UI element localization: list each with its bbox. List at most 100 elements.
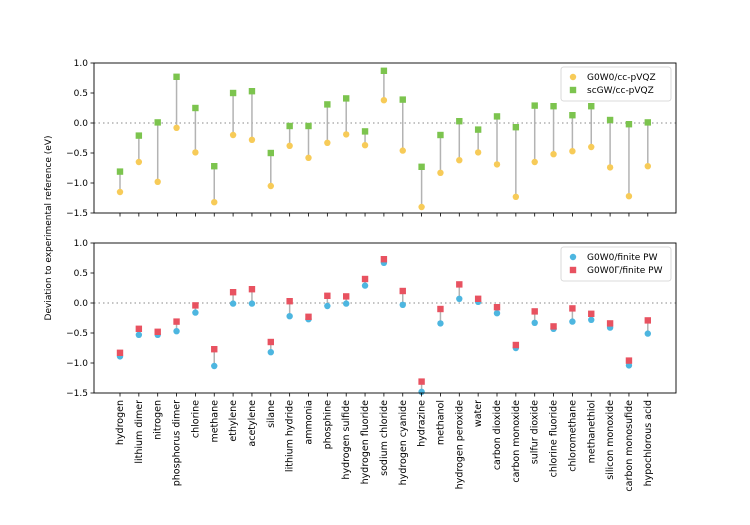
data-point-circle — [531, 158, 538, 166]
data-point-square — [361, 128, 369, 135]
data-point-circle — [588, 143, 595, 151]
data-point-square — [588, 103, 595, 110]
data-point-square — [569, 112, 576, 119]
x-category-label: methanethiol — [586, 400, 597, 463]
data-point-circle — [248, 300, 256, 307]
data-point-square — [625, 121, 633, 128]
data-point-square — [512, 341, 520, 349]
x-category-label: ammonia — [304, 400, 315, 445]
legend-box — [560, 66, 672, 102]
y-tick-label: −1.5 — [66, 389, 88, 399]
data-point-square — [569, 305, 576, 312]
data-point-square — [380, 67, 388, 74]
x-category-label: hypochlorous acid — [643, 400, 654, 486]
data-point-circle — [418, 203, 425, 211]
data-point-square — [286, 122, 293, 130]
data-point-square — [229, 289, 237, 296]
data-point-circle — [135, 158, 143, 166]
legend-label: scGW/cc-pVQZ — [587, 86, 654, 96]
x-category-label: ethylene — [228, 400, 239, 442]
data-point-square — [116, 349, 124, 356]
data-point-square — [456, 281, 463, 288]
data-point-square — [418, 163, 425, 170]
x-category-label: sodium chloride — [379, 400, 390, 476]
data-point-square — [267, 338, 274, 346]
data-point-square — [531, 308, 538, 315]
x-category-label: hydrogen fluoride — [360, 400, 371, 484]
data-point-circle — [361, 142, 369, 149]
y-tick-label: −1.0 — [66, 179, 88, 189]
y-tick-label: −1.5 — [66, 209, 88, 219]
bottom-panel: 1.0 0.5 0.0 −0.5 −1.0 −1.5 G0W0/finite PW G0W0Γ… — [66, 239, 677, 399]
data-point-circle — [267, 349, 274, 356]
data-point-circle — [154, 178, 161, 185]
x-category-label: phosphine — [322, 400, 333, 450]
x-category-label: hydrogen — [115, 400, 126, 445]
data-point-circle — [474, 149, 482, 156]
data-point-circle — [173, 124, 180, 131]
data-point-square — [606, 116, 614, 124]
y-tick-label: −1.0 — [66, 359, 88, 369]
x-category-label: hydrazine — [417, 400, 428, 447]
x-category-label: sulfur dioxide — [530, 400, 541, 464]
y-tick-label: 1.0 — [74, 239, 89, 249]
data-point-square — [644, 119, 651, 126]
data-point-square — [474, 295, 482, 302]
x-category-label: acetylene — [247, 400, 258, 447]
data-point-circle — [569, 318, 576, 325]
data-point-circle — [324, 139, 331, 146]
y-tick-label: 0.0 — [74, 299, 89, 309]
data-point-circle — [437, 169, 444, 176]
x-axis-category-labels: hydrogen lithium dimer nitrogen phosphorus … — [115, 400, 654, 492]
data-point-circle — [343, 300, 350, 307]
x-category-label: phosphorus dimer — [172, 400, 183, 486]
data-point-circle — [286, 142, 293, 149]
legend-label: G0W0Γ/finite PW — [587, 266, 663, 276]
data-point-square — [324, 292, 331, 299]
top-panel: 1.0 0.5 0.0 −0.5 −1.0 −1.5 G0W0/cc-pVQZ scGW/cc… — [66, 59, 677, 219]
data-point-square — [116, 168, 124, 175]
data-point-square — [493, 304, 501, 311]
data-point-square — [418, 378, 425, 385]
data-point-square — [211, 346, 218, 353]
data-point-circle — [531, 319, 538, 326]
y-tick-label: −0.5 — [66, 329, 88, 339]
data-point-circle — [493, 310, 501, 317]
data-point-circle — [569, 148, 576, 155]
data-point-circle — [606, 164, 614, 171]
data-point-circle — [324, 302, 331, 310]
data-point-square — [248, 88, 256, 95]
data-point-square — [399, 96, 406, 103]
data-point-square — [229, 89, 237, 97]
legend-marker-square — [569, 266, 577, 274]
y-axis-label: Deviation to experimental reference (eV) — [44, 136, 54, 321]
data-point-square — [343, 293, 350, 300]
data-point-circle — [512, 193, 520, 200]
data-point-square — [192, 104, 199, 112]
legend-box — [560, 246, 672, 282]
data-point-square — [550, 103, 557, 110]
data-point-square — [361, 275, 369, 283]
data-point-circle — [644, 330, 651, 337]
x-category-label: silicon monoxide — [605, 400, 616, 480]
legend-marker-circle — [569, 73, 577, 81]
data-point-square — [154, 119, 161, 126]
plot-frame — [93, 242, 677, 394]
y-tick-label: 0.5 — [74, 269, 88, 279]
data-point-square — [456, 118, 463, 125]
data-point-square — [343, 95, 350, 102]
data-point-circle — [550, 151, 557, 158]
data-point-square — [437, 305, 444, 313]
x-category-label: carbon monosufide — [624, 400, 635, 492]
data-point-circle — [173, 328, 180, 335]
x-category-label: methane — [209, 400, 220, 443]
data-point-circle — [192, 149, 199, 156]
data-point-circle — [286, 313, 293, 320]
data-point-circle — [135, 331, 143, 338]
legend: G0W0/cc-pVQZ scGW/cc-pVQZ — [560, 66, 672, 102]
data-point-square — [437, 131, 444, 139]
y-tick-label: 0.0 — [74, 119, 89, 129]
x-category-label: hydrogen peroxide — [454, 400, 465, 489]
data-point-square — [305, 122, 312, 130]
